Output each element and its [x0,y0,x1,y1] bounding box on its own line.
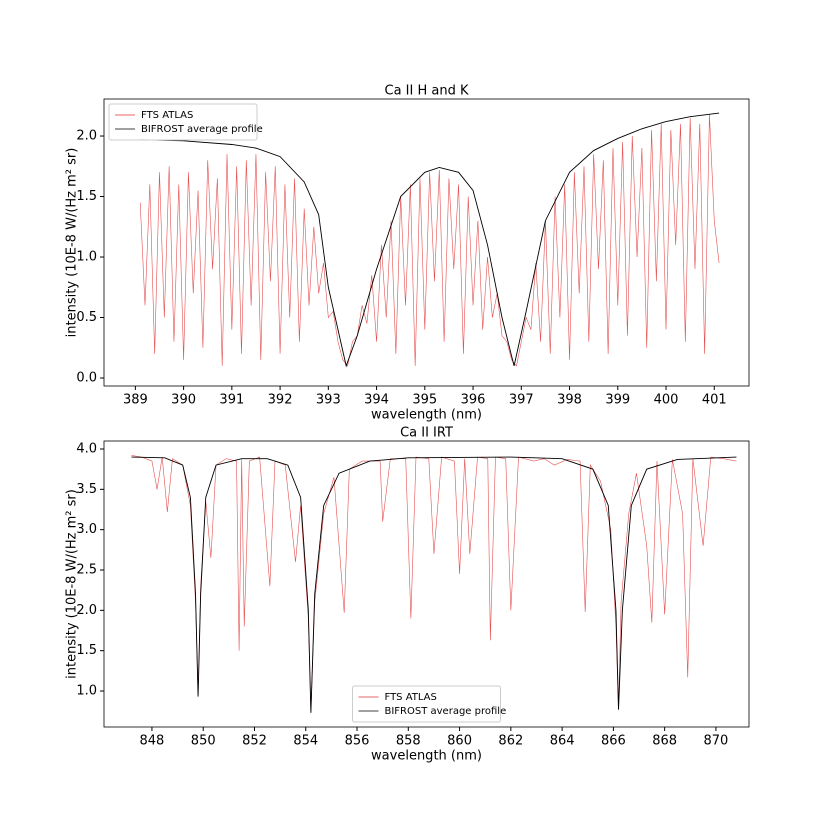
x-tick-label: 395 [412,393,437,408]
x-tick-label: 400 [654,393,679,408]
x-tick-label: 389 [123,393,148,408]
axes-frame [103,98,750,387]
legend-box [108,103,258,141]
y-tick-label: 4.0 [76,441,97,456]
x-tick-label: 870 [704,734,729,749]
series-line [139,114,720,367]
chart-title: Ca II IRT [400,426,453,441]
legend: FTS ATLAS BIFROST average profile [108,103,263,141]
x-tick-label: 862 [498,734,523,749]
x-tick-label: 848 [140,734,165,749]
legend-label: BIFROST average profile [141,124,263,135]
y-tick-label: 1.5 [76,643,97,658]
legend-box [352,685,501,723]
y-tick-label: 1.0 [76,250,97,265]
x-tick-label: 398 [557,393,582,408]
x-tick-label: 397 [509,393,534,408]
legend: FTS ATLAS BIFROST average profile [352,685,507,723]
x-tick-label: 396 [461,393,486,408]
x-tick-label: 394 [364,393,389,408]
x-axis-label: wavelength (nm) [371,749,482,764]
y-tick-label: 2.0 [76,603,97,618]
axes-frame [103,440,750,728]
y-axis-label: intensity (10E-8 W/(Hz m² sr) [65,489,80,679]
x-tick-label: 856 [345,734,370,749]
y-tick-label: 1.5 [76,189,97,204]
y-tick-label: 0.0 [76,371,97,386]
legend-label: FTS ATLAS [385,692,437,703]
legend-label: BIFROST average profile [385,706,507,717]
x-tick-label: 850 [191,734,216,749]
y-axis-label: intensity (10E-8 W/(Hz m² sr) [65,148,80,338]
x-tick-label: 390 [171,393,196,408]
x-axis-label: wavelength (nm) [371,408,482,423]
x-tick-label: 852 [242,734,267,749]
x-tick-label: 864 [550,734,575,749]
x-tick-label: 854 [293,734,318,749]
chart-title: Ca II H and K [385,84,469,99]
y-tick-label: 2.0 [76,129,97,144]
y-tick-label: 2.5 [76,563,97,578]
series-line [131,456,737,713]
y-tick-label: 0.5 [76,310,97,325]
y-tick-label: 3.5 [76,482,97,497]
x-tick-label: 399 [605,393,630,408]
x-tick-label: 866 [601,734,626,749]
series-line [131,455,737,713]
y-tick-label: 3.0 [76,522,97,537]
x-tick-label: 858 [396,734,421,749]
legend-label: FTS ATLAS [141,110,193,121]
x-tick-label: 391 [219,393,244,408]
x-tick-label: 868 [652,734,677,749]
x-tick-label: 860 [447,734,472,749]
x-tick-label: 392 [268,393,293,408]
y-tick-label: 1.0 [76,684,97,699]
x-tick-label: 393 [316,393,341,408]
series-line [140,112,720,368]
x-tick-label: 401 [702,393,727,408]
